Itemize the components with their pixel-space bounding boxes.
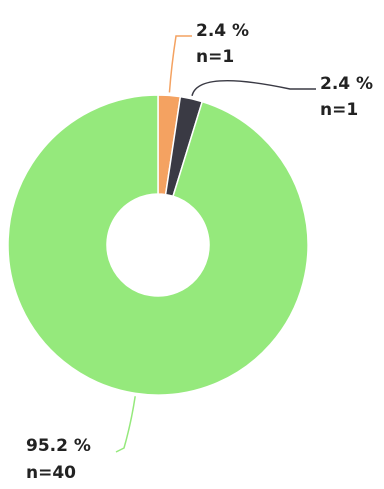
donut-slice-2 [8,95,308,395]
leader-line-0 [169,36,192,92]
donut-slices [8,95,308,395]
slice-2-count-label: n=40 [26,463,76,483]
slice-0-percent-label: 2.4 % [196,21,249,41]
leader-line-2 [116,396,135,452]
slice-1-percent-label: 2.4 % [320,74,373,94]
slice-2-percent-label: 95.2 % [26,436,91,456]
slice-0-count-label: n=1 [196,47,234,67]
leader-line-1 [192,81,316,96]
slice-1-count-label: n=1 [320,100,358,120]
